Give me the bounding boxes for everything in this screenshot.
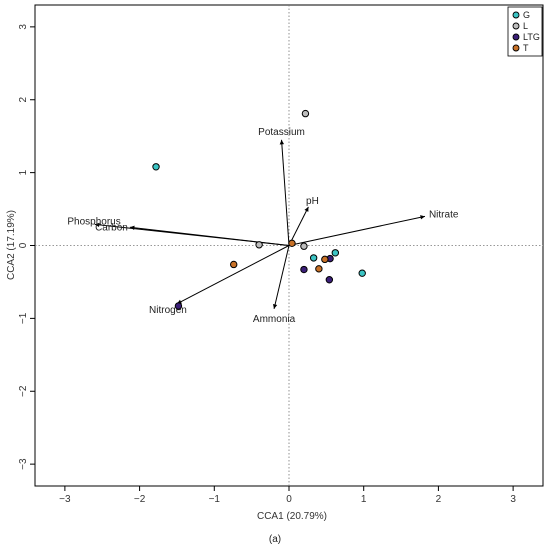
data-point-t — [321, 255, 329, 264]
x-tick-label: −3 — [59, 494, 71, 505]
reference-lines — [35, 5, 543, 486]
vector-nitrogen — [176, 245, 290, 305]
x-tick-label: 0 — [286, 494, 292, 505]
vector-arrowhead-phosphorus — [94, 222, 100, 228]
data-point-l — [300, 242, 308, 250]
legend-marker-t — [512, 44, 520, 52]
data-point-g — [309, 254, 318, 262]
vector-arrowhead-ph — [304, 206, 309, 212]
legend-label-l: L — [523, 21, 528, 31]
x-axis-label: CCA1 (20.79%) — [257, 511, 327, 522]
y-tick-label: 0 — [18, 242, 29, 248]
vector-label-potassium: Potassium — [258, 127, 305, 138]
vector-label-carbon: Carbon — [95, 222, 128, 233]
vector-label-ph: pH — [306, 196, 319, 207]
vector-ammonia — [273, 245, 290, 310]
vector-label-nitrate: Nitrate — [429, 209, 459, 220]
data-point-t — [230, 260, 238, 269]
legend-marker-l — [512, 22, 520, 30]
figure-caption: (a) — [269, 534, 281, 545]
y-tick-label: −3 — [18, 458, 29, 470]
x-tick-label: 3 — [510, 494, 516, 505]
legend-marker-ltg — [512, 33, 520, 41]
data-point-g — [331, 249, 340, 257]
legend-label-g: G — [523, 10, 530, 20]
data-point-g — [152, 163, 160, 171]
y-tick-label: −1 — [18, 312, 29, 324]
vector-carbon — [129, 226, 290, 246]
data-point-g — [358, 269, 366, 277]
axis-ticks: −3 −2 −1 0 1 2 3 −3 −2 −1 0 1 2 3 — [18, 24, 516, 505]
vector-nitrate — [288, 215, 426, 246]
data-point-ltg — [300, 265, 308, 274]
y-tick-label: 1 — [18, 169, 29, 175]
y-tick-label: −2 — [18, 385, 29, 397]
data-point-t — [288, 239, 296, 248]
vector-label-phosphorus: Phosphorus — [67, 216, 120, 227]
x-tick-label: 1 — [361, 494, 367, 505]
legend-marker-g — [512, 11, 520, 19]
x-tick-label: −2 — [134, 494, 146, 505]
vector-label-nitrogen: Nitrogen — [149, 305, 187, 316]
x-tick-label: −1 — [209, 494, 221, 505]
vector-arrowhead-carbon — [129, 225, 135, 230]
y-axis-label: CCA2 (17.19%) — [6, 210, 17, 280]
data-point-ltg — [325, 276, 334, 284]
legend-label-t: T — [523, 43, 529, 53]
vector-potassium — [281, 139, 290, 246]
x-tick-label: 2 — [436, 494, 442, 505]
vector-ph — [288, 206, 309, 246]
data-point-l — [301, 109, 310, 118]
vector-arrowhead-ammonia — [272, 304, 278, 309]
y-tick-label: 3 — [18, 24, 29, 30]
data-point-ltg — [174, 302, 183, 310]
vector-arrowhead-potassium — [279, 139, 285, 145]
y-tick-label: 2 — [18, 97, 29, 103]
data-point-t — [315, 265, 323, 273]
legend-label-ltg: LTG — [523, 32, 540, 42]
vector-arrowhead-nitrate — [420, 215, 425, 220]
sample-points — [152, 109, 366, 310]
data-point-l — [255, 241, 263, 249]
vector-label-ammonia: Ammonia — [253, 314, 296, 325]
